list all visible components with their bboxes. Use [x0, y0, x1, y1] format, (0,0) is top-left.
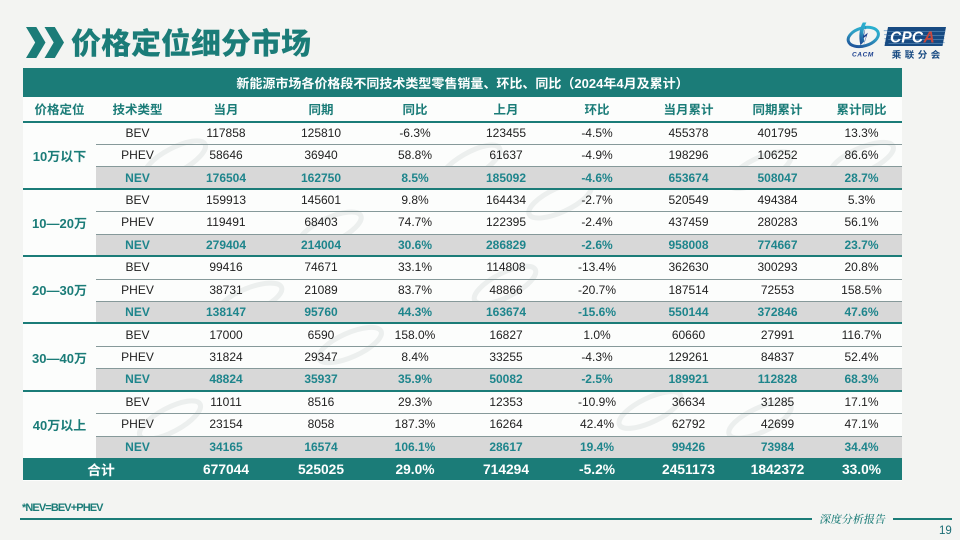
svg-text:CACM: CACM	[852, 52, 874, 59]
svg-text:CPC: CPC	[890, 30, 924, 47]
svg-text:A: A	[923, 30, 935, 47]
